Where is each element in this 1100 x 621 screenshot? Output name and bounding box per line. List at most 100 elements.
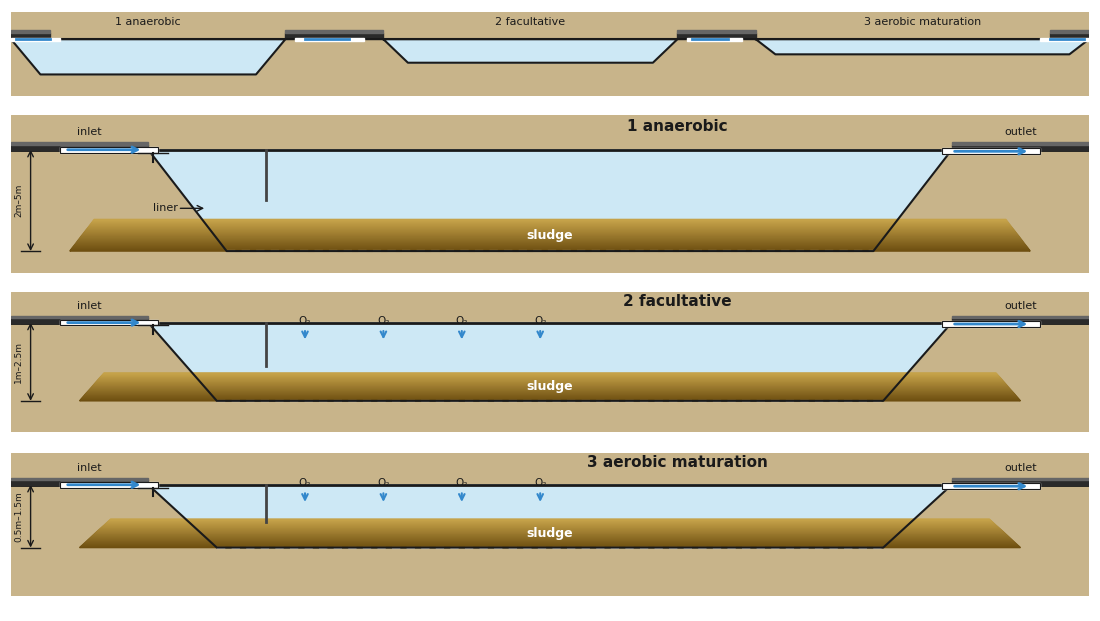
Text: sludge: sludge xyxy=(527,229,573,242)
Text: 3 aerobic maturation: 3 aerobic maturation xyxy=(587,455,768,471)
Text: 2 facultative: 2 facultative xyxy=(623,294,732,309)
Bar xyxy=(678,39,756,63)
Polygon shape xyxy=(81,398,1019,399)
Polygon shape xyxy=(82,233,1018,234)
Polygon shape xyxy=(384,39,678,63)
Text: O₂: O₂ xyxy=(299,478,311,488)
Bar xyxy=(11,32,51,39)
Text: O₂: O₂ xyxy=(455,316,468,326)
Bar xyxy=(952,145,1089,150)
Text: O₂: O₂ xyxy=(455,478,468,488)
Polygon shape xyxy=(91,536,1009,537)
Polygon shape xyxy=(90,388,1010,389)
Polygon shape xyxy=(109,520,991,521)
Bar xyxy=(60,147,158,153)
Text: liner: liner xyxy=(153,203,177,214)
Bar xyxy=(1049,30,1089,32)
Polygon shape xyxy=(80,399,1020,400)
Polygon shape xyxy=(70,249,1030,250)
Polygon shape xyxy=(90,224,1010,225)
Text: 1 anaerobic: 1 anaerobic xyxy=(116,17,182,27)
Bar xyxy=(11,481,148,485)
Bar xyxy=(1049,32,1089,39)
Polygon shape xyxy=(92,385,1008,386)
Text: O₂: O₂ xyxy=(534,478,547,488)
Polygon shape xyxy=(101,375,999,376)
Polygon shape xyxy=(79,400,1021,401)
Text: O₂: O₂ xyxy=(377,316,389,326)
Polygon shape xyxy=(148,323,952,401)
Text: outlet: outlet xyxy=(1004,127,1036,137)
Bar xyxy=(11,30,51,32)
Polygon shape xyxy=(86,229,1014,230)
Bar xyxy=(60,320,158,325)
Text: 0.5m–1.5m: 0.5m–1.5m xyxy=(14,491,23,542)
Polygon shape xyxy=(95,383,1005,384)
Polygon shape xyxy=(81,545,1019,546)
Polygon shape xyxy=(85,394,1015,396)
Polygon shape xyxy=(97,380,1003,381)
Bar xyxy=(952,319,1089,323)
Polygon shape xyxy=(11,39,285,75)
Polygon shape xyxy=(148,485,952,548)
Polygon shape xyxy=(76,242,1024,243)
Bar xyxy=(60,147,158,153)
Text: 1m–2.5m: 1m–2.5m xyxy=(14,341,23,383)
Polygon shape xyxy=(77,240,1023,242)
Polygon shape xyxy=(94,534,1007,535)
Polygon shape xyxy=(103,373,997,374)
Polygon shape xyxy=(74,245,1026,246)
Bar xyxy=(11,142,148,145)
Polygon shape xyxy=(79,546,1021,548)
Bar xyxy=(11,38,60,41)
Bar xyxy=(1040,38,1089,41)
Bar xyxy=(942,148,1040,155)
Polygon shape xyxy=(100,376,1000,378)
Bar xyxy=(942,483,1040,489)
Polygon shape xyxy=(79,238,1021,240)
Bar xyxy=(60,320,158,325)
Polygon shape xyxy=(91,222,1009,224)
Polygon shape xyxy=(85,542,1015,543)
Polygon shape xyxy=(103,525,997,526)
Text: outlet: outlet xyxy=(1004,301,1036,312)
Polygon shape xyxy=(756,39,1089,54)
Polygon shape xyxy=(88,539,1012,540)
Polygon shape xyxy=(87,228,1013,229)
Polygon shape xyxy=(80,236,1020,237)
Text: sludge: sludge xyxy=(527,527,573,540)
Polygon shape xyxy=(107,522,993,523)
Bar xyxy=(942,321,1040,327)
Text: inlet: inlet xyxy=(77,463,101,473)
Polygon shape xyxy=(97,530,1003,532)
Bar xyxy=(942,321,1040,327)
Polygon shape xyxy=(108,521,992,522)
Polygon shape xyxy=(95,382,1005,383)
Polygon shape xyxy=(92,220,1008,222)
Text: 2m–5m: 2m–5m xyxy=(14,184,23,217)
Polygon shape xyxy=(82,397,1018,398)
Polygon shape xyxy=(81,235,1019,236)
Polygon shape xyxy=(148,150,952,251)
Polygon shape xyxy=(94,384,1007,385)
Polygon shape xyxy=(82,234,1018,235)
Polygon shape xyxy=(101,527,999,528)
Bar xyxy=(285,39,384,75)
Bar xyxy=(952,481,1089,485)
Bar xyxy=(285,32,384,39)
Text: O₂: O₂ xyxy=(377,478,389,488)
Polygon shape xyxy=(89,538,1011,539)
Polygon shape xyxy=(84,543,1016,544)
Polygon shape xyxy=(88,227,1012,228)
Polygon shape xyxy=(91,387,1009,388)
Polygon shape xyxy=(106,523,994,524)
Text: inlet: inlet xyxy=(77,127,101,137)
Polygon shape xyxy=(102,374,998,375)
Polygon shape xyxy=(94,219,1007,220)
Polygon shape xyxy=(104,524,996,525)
Text: sludge: sludge xyxy=(527,381,573,393)
Bar xyxy=(285,30,384,32)
Polygon shape xyxy=(99,528,1001,530)
Bar xyxy=(11,315,148,319)
Polygon shape xyxy=(89,389,1011,390)
